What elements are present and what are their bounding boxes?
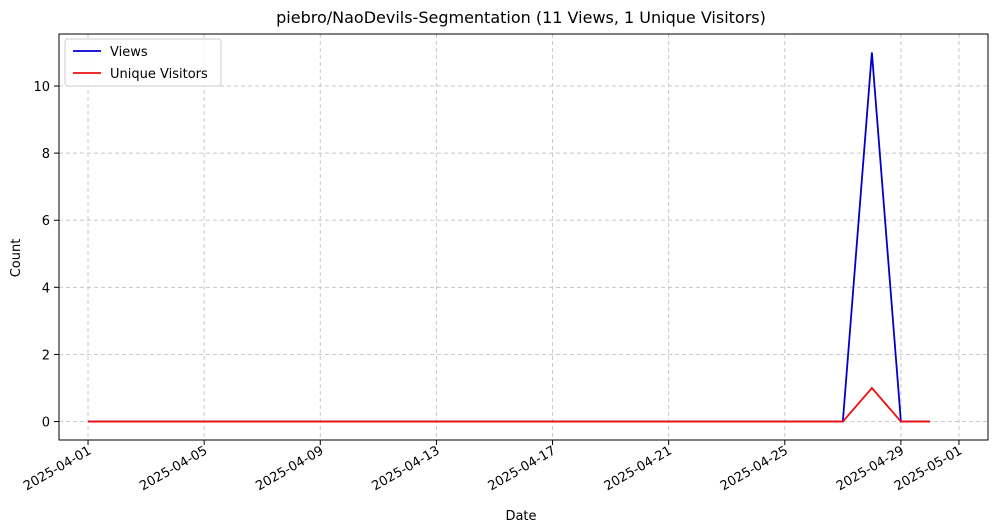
legend-label: Unique Visitors: [110, 67, 208, 82]
plot-area-frame: [58, 33, 989, 441]
series-line-unique-visitors: [88, 386, 930, 423]
series-layer: [88, 52, 930, 423]
chart-title: piebro/NaoDevils-Segmentation (11 Views,…: [276, 8, 766, 27]
y-tick-label: 10: [33, 80, 50, 95]
legend-box: [64, 38, 222, 87]
legend-label: Views: [110, 45, 148, 60]
y-tick-label: 4: [42, 281, 50, 296]
y-axis-ticks: 0 2 4 6 8 10: [33, 80, 59, 431]
y-tick-label: 0: [42, 416, 50, 431]
y-tick-label: 6: [42, 214, 50, 229]
x-axis-label: Date: [505, 509, 536, 524]
y-tick-label: 2: [42, 348, 50, 363]
legend: Views Unique Visitors: [64, 38, 222, 87]
y-tick-label: 8: [42, 147, 50, 162]
y-axis-label: Count: [9, 239, 24, 278]
